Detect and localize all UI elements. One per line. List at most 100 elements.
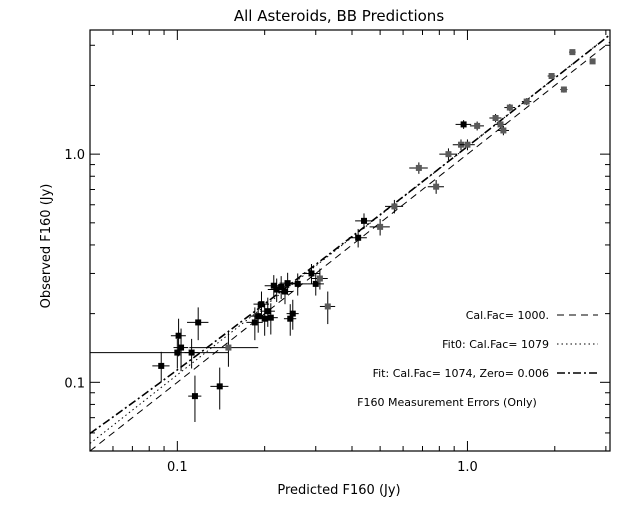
data-point: [469, 121, 484, 131]
axis-ticks: 0.1 1.0 0.1 1.0: [64, 30, 610, 475]
point-marker: [175, 332, 182, 339]
legend-note: F160 Measurement Errors (Only): [357, 396, 537, 409]
data-point: [263, 303, 278, 335]
data-point: [210, 367, 229, 410]
point-marker: [191, 393, 198, 400]
data-point: [489, 113, 502, 123]
point-marker: [560, 86, 567, 93]
point-marker: [216, 383, 223, 390]
data-point: [187, 307, 209, 341]
point-marker: [391, 203, 398, 210]
point-marker: [377, 223, 384, 230]
point-marker: [178, 344, 185, 351]
point-marker: [188, 349, 195, 356]
point-marker: [284, 280, 291, 287]
point-marker: [433, 183, 440, 190]
legend: Cal.Fac= 1000. Fit0: Cal.Fac= 1079 Fit: Ca…: [357, 309, 598, 409]
y-tick-label: 1.0: [64, 148, 85, 163]
point-marker: [287, 315, 294, 322]
data-point: [184, 338, 199, 369]
point-marker: [261, 315, 268, 322]
data-point: [170, 318, 186, 357]
data-point: [90, 338, 229, 369]
y-axis-label: Observed F160 (Jy): [39, 184, 54, 309]
point-marker: [492, 115, 499, 122]
point-marker: [324, 303, 331, 310]
data-point: [521, 98, 532, 106]
data-points: [90, 49, 596, 422]
data-point: [319, 291, 336, 325]
chart-title: All Asteroids, BB Predictions: [234, 7, 444, 25]
point-marker: [308, 270, 315, 277]
point-marker: [569, 49, 576, 56]
data-point: [369, 218, 390, 236]
data-point: [355, 213, 373, 229]
data-point: [459, 139, 475, 151]
fit-line-dashed: [90, 41, 610, 451]
point-marker: [445, 151, 452, 158]
data-point: [497, 125, 509, 136]
data-point: [302, 264, 320, 284]
legend-label: Fit: Cal.Fac= 1074, Zero= 0.006: [373, 367, 549, 380]
data-point: [286, 299, 299, 330]
point-marker: [415, 164, 422, 171]
data-point: [307, 273, 324, 296]
point-marker: [289, 310, 296, 317]
point-marker: [497, 121, 504, 128]
fit-lines: [90, 34, 610, 451]
point-marker: [158, 362, 165, 369]
point-marker: [500, 127, 507, 134]
data-point: [253, 291, 270, 319]
point-marker: [464, 141, 471, 148]
point-marker: [589, 58, 596, 65]
point-marker: [281, 288, 288, 295]
data-point: [560, 86, 568, 93]
point-marker: [294, 280, 301, 287]
point-marker: [316, 275, 323, 282]
data-point: [189, 331, 259, 367]
point-marker: [460, 121, 467, 128]
data-point: [287, 273, 308, 296]
point-marker: [195, 319, 202, 326]
point-marker: [264, 308, 271, 315]
point-marker: [225, 344, 232, 351]
data-point: [439, 148, 457, 161]
legend-label: Cal.Fac= 1000.: [466, 309, 549, 322]
point-marker: [523, 98, 530, 105]
data-point: [427, 180, 444, 194]
data-point: [246, 307, 263, 341]
x-tick-label: 1.0: [457, 460, 478, 475]
point-marker: [355, 234, 362, 241]
point-marker: [548, 73, 555, 80]
data-point: [494, 120, 507, 129]
point-marker: [361, 217, 368, 224]
point-marker: [251, 319, 258, 326]
point-marker: [267, 314, 274, 321]
point-marker: [474, 122, 481, 129]
point-marker: [278, 283, 285, 290]
legend-label: Fit0: Cal.Fac= 1079: [442, 338, 549, 351]
data-point: [311, 268, 328, 290]
plot-frame: [89, 29, 611, 452]
data-point: [504, 103, 516, 112]
x-axis-label: Predicted F160 (Jy): [277, 483, 400, 498]
point-marker: [255, 313, 262, 320]
data-point: [569, 49, 576, 56]
data-point: [455, 120, 472, 129]
data-point: [589, 58, 596, 65]
point-marker: [258, 301, 265, 308]
data-point: [409, 162, 428, 174]
data-point: [188, 375, 202, 422]
y-tick-label: 0.1: [64, 376, 85, 391]
data-point: [152, 351, 170, 383]
point-marker: [506, 104, 513, 111]
data-point: [283, 304, 297, 336]
point-marker: [273, 286, 280, 293]
data-point: [173, 328, 189, 372]
point-marker: [312, 280, 319, 287]
x-tick-label: 0.1: [167, 460, 188, 475]
data-point: [260, 297, 275, 327]
point-marker: [174, 349, 181, 356]
data-point: [272, 276, 290, 299]
